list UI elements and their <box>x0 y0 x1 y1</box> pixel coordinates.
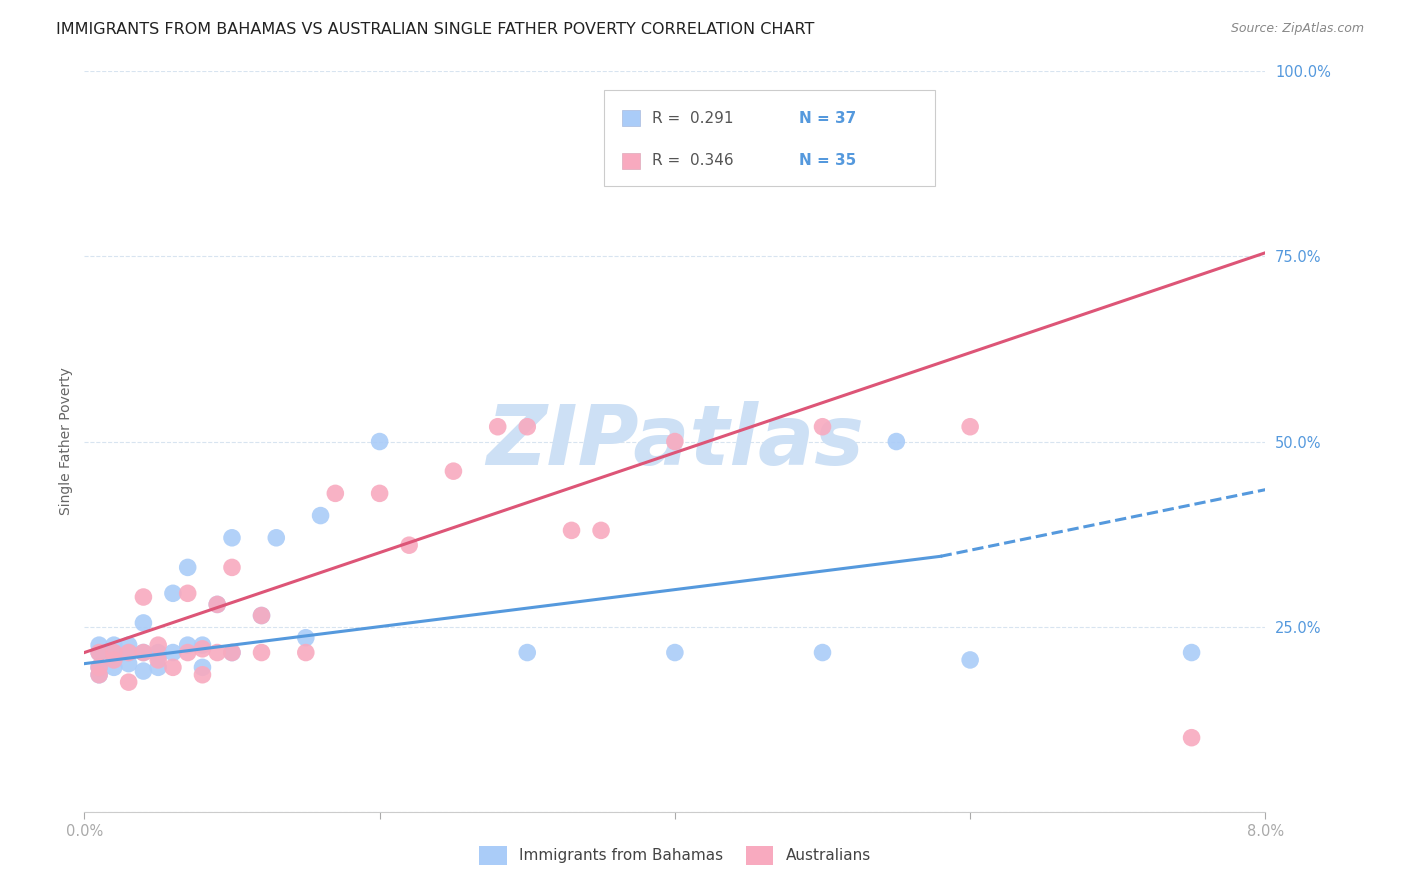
Point <box>103 638 125 652</box>
Point <box>162 646 184 660</box>
Legend: Immigrants from Bahamas, Australians: Immigrants from Bahamas, Australians <box>472 840 877 871</box>
Point <box>87 646 111 660</box>
Point <box>162 660 184 674</box>
Point <box>207 646 229 660</box>
Text: N = 37: N = 37 <box>800 111 856 126</box>
Point <box>177 646 200 660</box>
Point <box>1181 646 1204 660</box>
Point <box>591 524 613 538</box>
Point <box>132 664 155 678</box>
Point <box>207 598 229 612</box>
Point <box>103 646 125 660</box>
Point <box>250 646 273 660</box>
Point <box>87 667 111 681</box>
Point <box>368 486 391 500</box>
Point <box>486 419 509 434</box>
Point <box>221 646 243 660</box>
Point <box>191 638 214 652</box>
Y-axis label: Single Father Poverty: Single Father Poverty <box>59 368 73 516</box>
Point <box>295 646 318 660</box>
Point <box>811 646 834 660</box>
Point <box>177 560 200 574</box>
Point <box>132 615 155 630</box>
Point <box>148 649 170 664</box>
Point <box>664 646 686 660</box>
Point <box>516 646 538 660</box>
Point <box>87 667 111 681</box>
FancyBboxPatch shape <box>605 90 935 186</box>
Point <box>191 641 214 656</box>
Point <box>177 586 200 600</box>
Point <box>325 486 347 500</box>
FancyBboxPatch shape <box>621 110 640 127</box>
Point <box>664 434 686 449</box>
Point <box>103 646 125 660</box>
Point <box>177 638 200 652</box>
Point <box>87 646 111 660</box>
Point <box>191 660 214 674</box>
Point <box>162 586 184 600</box>
Point <box>959 653 981 667</box>
Point <box>561 524 583 538</box>
Point <box>118 657 141 671</box>
Point <box>811 419 834 434</box>
Point <box>103 660 125 674</box>
Point <box>118 638 141 652</box>
Text: ZIPatlas: ZIPatlas <box>486 401 863 482</box>
Point <box>886 434 908 449</box>
Point <box>87 660 111 674</box>
Point <box>264 531 288 545</box>
Point <box>103 653 125 667</box>
Point <box>118 646 141 660</box>
Point <box>148 638 170 652</box>
Text: R =  0.291: R = 0.291 <box>652 111 734 126</box>
Point <box>443 464 465 478</box>
Point <box>309 508 332 523</box>
Point <box>118 646 141 660</box>
Point <box>132 646 155 660</box>
Text: Source: ZipAtlas.com: Source: ZipAtlas.com <box>1230 22 1364 36</box>
Text: IMMIGRANTS FROM BAHAMAS VS AUSTRALIAN SINGLE FATHER POVERTY CORRELATION CHART: IMMIGRANTS FROM BAHAMAS VS AUSTRALIAN SI… <box>56 22 814 37</box>
Point <box>148 653 170 667</box>
Point <box>148 660 170 674</box>
Point <box>132 590 155 604</box>
Point <box>250 608 273 623</box>
Point <box>148 646 170 660</box>
Text: R =  0.346: R = 0.346 <box>652 153 734 169</box>
Point <box>103 649 125 664</box>
Point <box>87 638 111 652</box>
Point <box>368 434 391 449</box>
Point <box>516 419 538 434</box>
Point <box>191 667 214 681</box>
Point <box>207 598 229 612</box>
Point <box>1181 731 1204 745</box>
Point <box>221 560 243 574</box>
Point <box>221 646 243 660</box>
Point <box>295 631 318 645</box>
Point <box>132 646 155 660</box>
Point <box>87 660 111 674</box>
Point <box>398 538 420 552</box>
Point <box>959 419 981 434</box>
Point <box>118 675 141 690</box>
Text: N = 35: N = 35 <box>800 153 856 169</box>
Point <box>250 608 273 623</box>
FancyBboxPatch shape <box>621 153 640 169</box>
Point <box>221 531 243 545</box>
